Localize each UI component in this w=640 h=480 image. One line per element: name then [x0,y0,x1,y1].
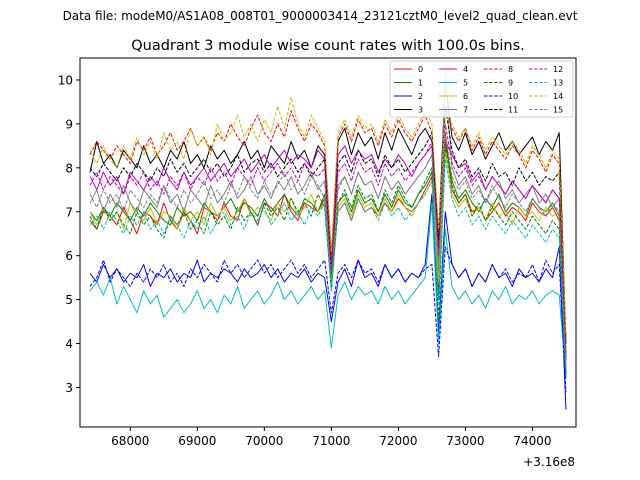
y-tick-label: 4 [65,337,73,351]
x-axis-ticks: 68000 69000 70000 71000 72000 73000 74000 [111,427,552,448]
series-layer [89,75,567,410]
legend-label-6: 6 [463,92,468,101]
y-axis-ticks: 3 4 5 6 7 8 9 10 [58,73,80,395]
legend-label-11: 11 [508,106,518,115]
series-line-14 [89,97,567,335]
legend-label-14: 14 [553,92,563,101]
legend-label-13: 13 [553,79,563,88]
x-tick-label: 69000 [178,434,216,448]
figure-suptitle: Data file: modeM0/AS1A08_008T01_90000034… [63,9,578,23]
y-tick-label: 10 [58,73,73,87]
series-line-9 [89,145,567,379]
x-axis-offset-label: +3.16e8 [523,455,575,469]
legend-label-9: 9 [508,79,513,88]
legend-label-12: 12 [553,65,563,74]
plot-frame [79,57,577,428]
series-line-12 [89,123,567,362]
x-tick-label: 68000 [111,434,149,448]
chart-title: Quadrant 3 module wise count rates with … [131,38,525,54]
legend-label-4: 4 [463,65,468,74]
series-line-15 [89,132,567,366]
legend-label-8: 8 [508,65,513,74]
series-line-10 [89,246,567,392]
y-tick-label: 5 [65,293,73,307]
x-tick-label: 74000 [513,434,551,448]
legend-label-7: 7 [463,106,468,115]
axis-layer [79,57,577,428]
x-tick-label: 72000 [379,434,417,448]
x-tick-label: 73000 [446,434,484,448]
series-line-5 [89,202,567,379]
legend-label-10: 10 [508,92,518,101]
legend-label-2: 2 [418,92,423,101]
legend-frame [389,60,574,118]
legend-label-3: 3 [418,106,423,115]
legend-label-0: 0 [418,65,423,74]
y-tick-label: 8 [65,161,73,175]
x-tick-label: 71000 [312,434,350,448]
legend-label-1: 1 [418,79,423,88]
y-tick-label: 7 [65,205,73,219]
y-tick-label: 3 [65,381,73,395]
legend-label-15: 15 [553,106,563,115]
legend-label-5: 5 [463,79,468,88]
series-line-8 [89,110,567,340]
series-line-13 [89,158,567,370]
y-tick-label: 6 [65,249,73,263]
x-tick-label: 70000 [245,434,283,448]
y-tick-label: 9 [65,117,73,131]
